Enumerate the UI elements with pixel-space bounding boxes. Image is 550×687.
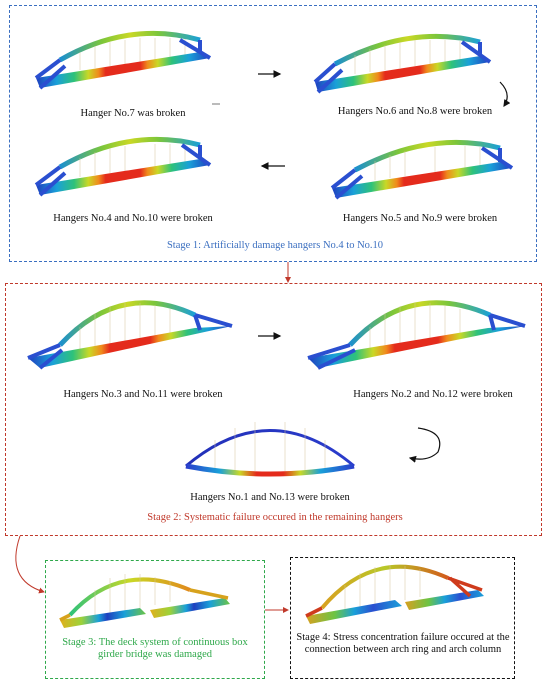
caption-stage1-a: Hanger No.7 was broken [80,108,186,119]
bridge-stage1-c [34,136,212,197]
caption-stage2-b: Hangers No.2 and No.12 were broken [353,389,513,400]
bridge-stage1-b [313,33,492,94]
bridge-stage4 [305,564,484,624]
caption-stage1-b: Hangers No.6 and No.8 were broken [337,106,493,117]
caption-stage1-c: Hangers No.4 and No.10 were broken [53,213,213,224]
bridge-stage2-b [307,300,526,370]
bridge-stage1-a [34,30,212,90]
stage1-box [9,5,537,262]
stage2-box [5,283,542,536]
arrow-1-curve [499,81,511,107]
arrow-2-curve [408,427,441,463]
caption-stage1-d: Hangers No.5 and No.9 were broken [342,213,498,224]
bridge-stage1-d [330,139,514,200]
stage3-title: Stage 3: The deck system of continuous b… [62,637,248,660]
caption-stage2-a: Hangers No.3 and No.11 were broken [63,389,223,400]
arrow-stage2-to-stage3 [15,535,45,594]
stage2-title: Stage 2: Systematic failure occured in t… [147,512,403,523]
stage1-title: Stage 1: Artificially damage hangers No.… [166,240,384,251]
bridge-stage2-a [27,300,233,370]
bridge-stage2-c [185,422,355,477]
stage3-box [45,560,265,679]
stage4-box [290,557,515,679]
caption-stage2-c: Hangers No.1 and No.13 were broken [190,492,350,503]
stage4-title: Stage 4: Stress concentration failure oc… [296,632,510,655]
bridge-stage3 [59,574,230,628]
